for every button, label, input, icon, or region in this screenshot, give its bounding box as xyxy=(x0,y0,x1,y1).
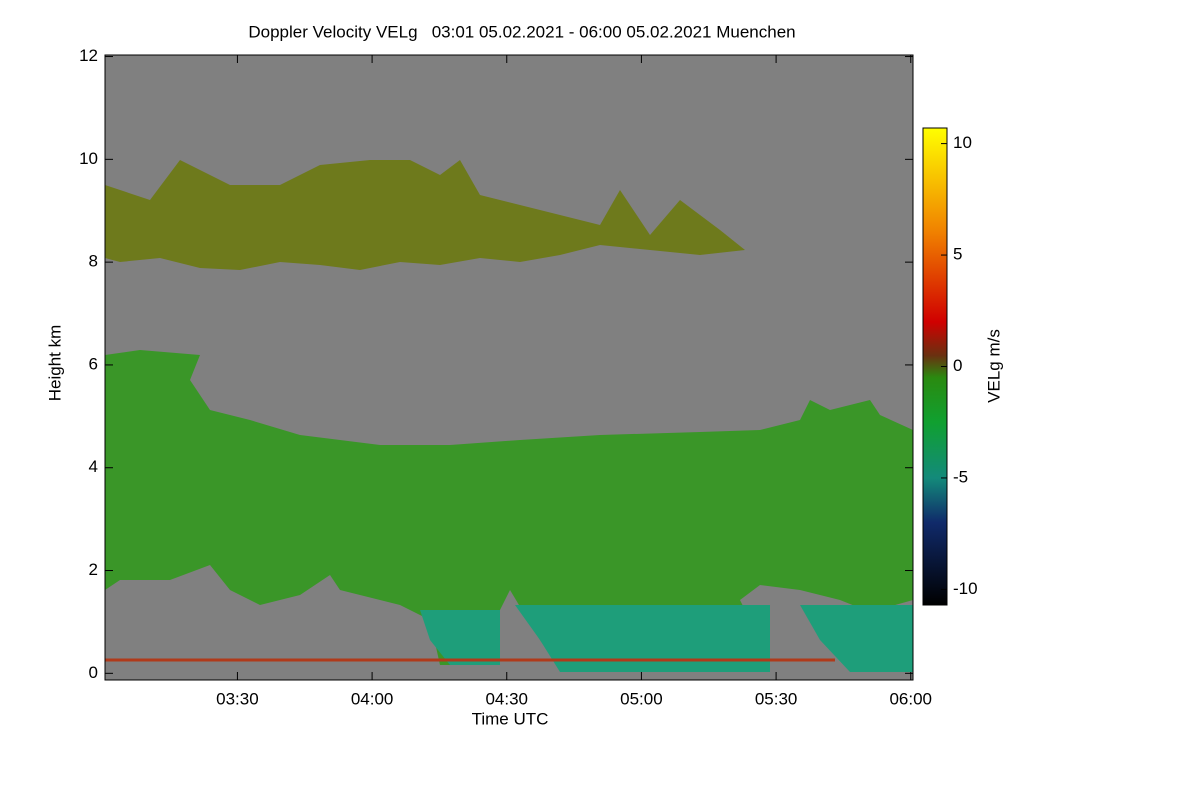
colorbar-label: VELg m/s xyxy=(984,329,1003,403)
precip-band xyxy=(420,610,500,665)
precip-band xyxy=(515,605,770,672)
plot-frame xyxy=(104,54,914,681)
x-tick-label: 05:30 xyxy=(755,689,798,708)
x-tick-label: 04:30 xyxy=(485,689,528,708)
colorbar-tick-label: 10 xyxy=(953,133,972,152)
y-tick-label: 2 xyxy=(89,560,98,579)
x-tick-label: 04:00 xyxy=(351,689,394,708)
colorbar-tick-label: -5 xyxy=(953,467,968,486)
x-tick-label: 03:30 xyxy=(216,689,259,708)
x-tick-label: 05:00 xyxy=(620,689,663,708)
y-tick-label: 8 xyxy=(89,252,98,271)
x-tick-label: 06:00 xyxy=(889,689,932,708)
colorbar-tick-label: -10 xyxy=(953,579,978,598)
y-tick-label: 12 xyxy=(79,46,98,65)
y-axis-label: Height km xyxy=(45,325,64,402)
colorbar-tick-label: 0 xyxy=(953,356,962,375)
chart-title: Doppler Velocity VELg 03:01 05.02.2021 -… xyxy=(248,22,795,41)
plot-image xyxy=(105,55,913,680)
y-tick-label: 6 xyxy=(89,354,98,373)
precip-band xyxy=(800,605,913,672)
y-tick-label: 4 xyxy=(89,457,98,476)
y-tick-label: 10 xyxy=(79,149,98,168)
y-tick-label: 0 xyxy=(89,663,98,682)
lower-cloud xyxy=(105,350,913,672)
upper-cloud xyxy=(105,160,745,270)
colorbar-tick-label: 5 xyxy=(953,245,962,264)
x-axis-label: Time UTC xyxy=(472,709,549,728)
